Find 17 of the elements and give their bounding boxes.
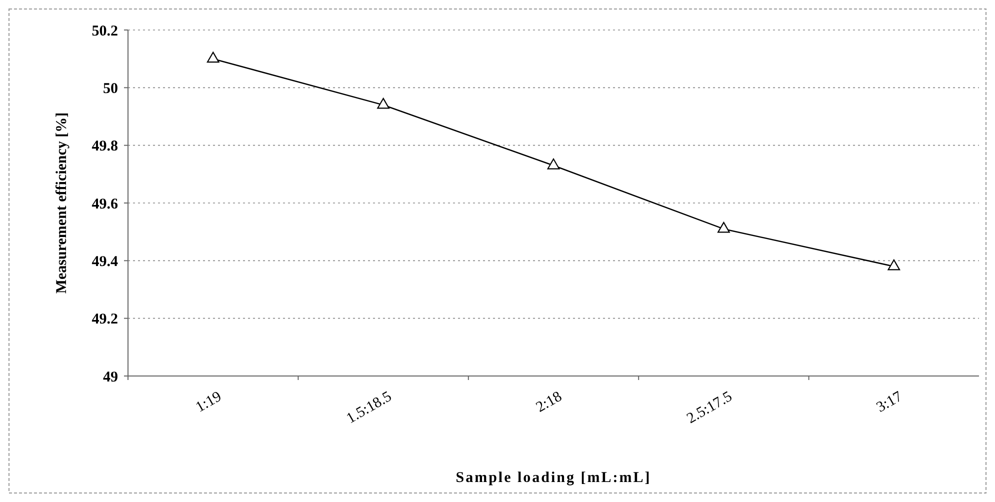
y-tick-label: 49.8 xyxy=(92,138,118,155)
y-axis-title: Measurement efficiency [%] xyxy=(54,112,70,294)
point xyxy=(377,98,390,109)
y-tick-label: 49.2 xyxy=(92,312,118,328)
y-tick-label: 49 xyxy=(103,369,118,386)
point xyxy=(206,52,220,63)
x-axis-title: Sample loading [mL:mL] xyxy=(456,470,652,486)
point xyxy=(718,222,730,233)
y-tick-label: 50.2 xyxy=(92,23,118,40)
y-tick-label: 49.6 xyxy=(92,196,118,212)
y-tick-label: 49.4 xyxy=(92,254,118,270)
x-tick-label: 3:17 xyxy=(874,388,906,416)
point xyxy=(547,158,560,170)
y-tick-label: 50 xyxy=(103,80,118,97)
point xyxy=(888,259,900,270)
x-tick-label: 2:18 xyxy=(534,388,565,416)
x-tick-label: 1:19 xyxy=(193,388,224,416)
